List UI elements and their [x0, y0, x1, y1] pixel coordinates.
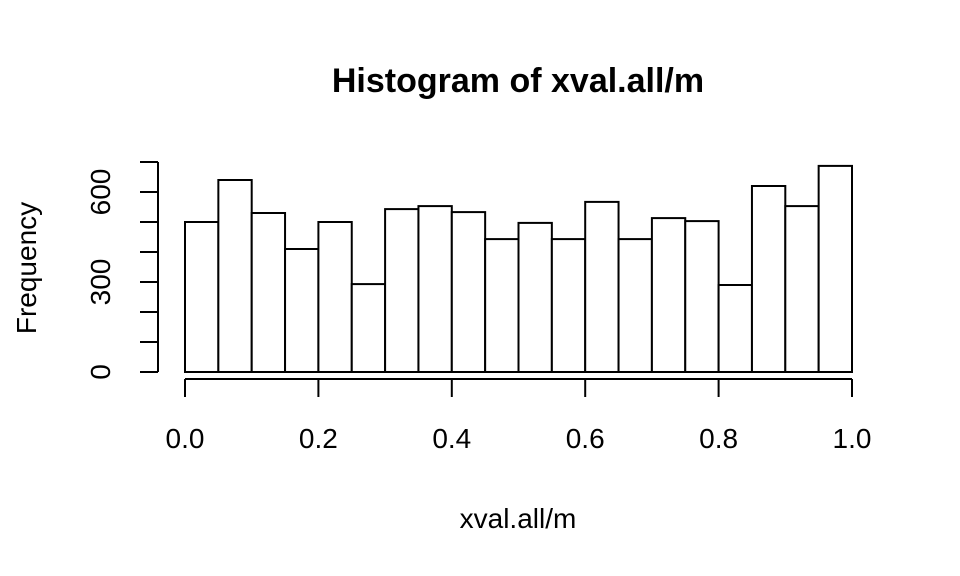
histogram-bar-12 [584, 200, 620, 373]
histogram-bar-19 [817, 164, 854, 373]
bars-group [184, 164, 854, 374]
x-tick-label-4: 0.8 [699, 423, 738, 454]
y-axis-label: Frequency [11, 202, 42, 334]
histogram-bar-14 [650, 217, 687, 373]
histogram-bar-2 [250, 212, 287, 373]
histogram-bar-0 [184, 221, 220, 373]
histogram-bar-13 [617, 238, 653, 373]
histogram-bar-1 [217, 179, 253, 373]
histogram-bar-6 [384, 208, 420, 373]
x-tick-label-0: 0.0 [166, 423, 205, 454]
histogram-bar-18 [784, 205, 820, 373]
chart-title: Histogram of xval.all/m [332, 62, 704, 100]
histogram-bar-17 [750, 185, 787, 373]
y-axis: 0 300 600 [85, 161, 159, 380]
histogram-bar-9 [484, 238, 520, 373]
histogram-bar-5 [350, 283, 387, 374]
x-tick-label-2: 0.4 [432, 423, 471, 454]
histogram-bar-10 [517, 221, 553, 373]
x-tick-label-1: 0.2 [299, 423, 338, 454]
histogram-bar-15 [684, 220, 720, 373]
y-tick-label-2: 600 [85, 169, 116, 216]
histogram-bar-8 [450, 211, 487, 373]
y-tick-label-1: 300 [85, 259, 116, 306]
x-axis: 0.0 0.2 0.4 0.6 0.8 1.0 [166, 378, 872, 454]
histogram-bar-4 [317, 221, 353, 373]
x-tick-label-5: 1.0 [833, 423, 872, 454]
y-tick-label-0: 0 [85, 364, 116, 380]
histogram-bar-3 [284, 248, 320, 373]
histogram-bar-16 [717, 284, 753, 373]
x-tick-label-3: 0.6 [566, 423, 605, 454]
histogram-bar-11 [550, 238, 587, 373]
histogram-bar-7 [417, 205, 453, 373]
x-axis-label: xval.all/m [460, 503, 577, 534]
